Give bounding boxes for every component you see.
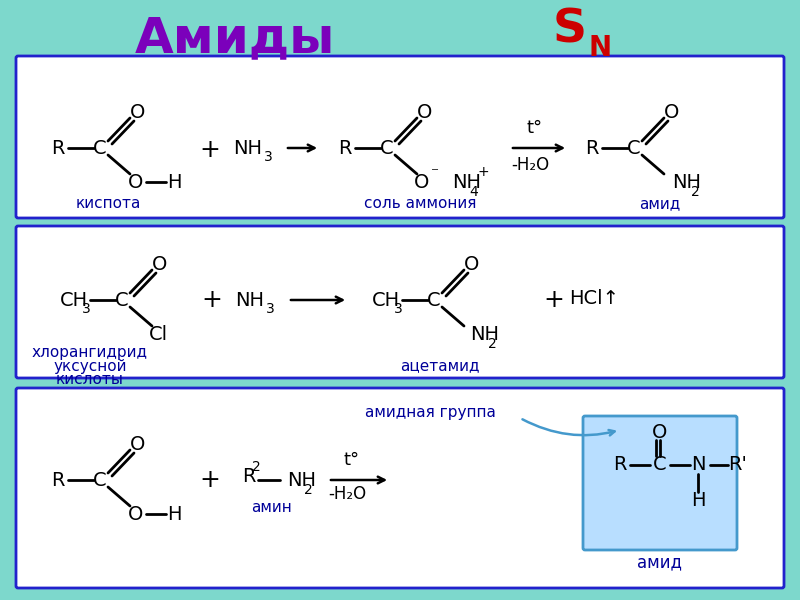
Text: C: C	[93, 139, 107, 157]
Text: соль аммония: соль аммония	[364, 196, 476, 211]
Text: R: R	[338, 139, 352, 157]
Text: NH: NH	[452, 173, 481, 191]
Text: H: H	[166, 173, 182, 191]
Text: R: R	[242, 467, 255, 485]
Text: N: N	[589, 34, 611, 62]
Text: +: +	[199, 468, 221, 492]
Text: ацетамид: ацетамид	[400, 358, 480, 373]
Text: t°: t°	[527, 119, 543, 137]
Text: 3: 3	[264, 150, 272, 164]
FancyBboxPatch shape	[16, 388, 784, 588]
Text: R: R	[586, 139, 598, 157]
Text: 2: 2	[488, 337, 496, 351]
Text: O: O	[128, 505, 144, 523]
Text: +: +	[199, 138, 221, 162]
Text: 3: 3	[266, 302, 274, 316]
Text: NH: NH	[235, 290, 265, 310]
Text: S: S	[553, 7, 587, 52]
Text: 2: 2	[690, 185, 699, 199]
Text: 3: 3	[394, 302, 402, 316]
Text: O: O	[464, 254, 480, 274]
Text: O: O	[652, 422, 668, 442]
Text: R: R	[614, 455, 626, 475]
Text: O: O	[418, 103, 433, 121]
Text: киспота: киспота	[75, 196, 141, 211]
Text: 2: 2	[304, 483, 312, 497]
Text: H: H	[166, 505, 182, 523]
Text: C: C	[380, 139, 394, 157]
Text: C: C	[93, 470, 107, 490]
Text: C: C	[653, 455, 667, 475]
Text: H: H	[690, 491, 706, 511]
Text: C: C	[115, 290, 129, 310]
Text: +: +	[202, 288, 222, 312]
Text: 3: 3	[82, 302, 90, 316]
Text: C: C	[427, 290, 441, 310]
Text: -H₂O: -H₂O	[511, 156, 549, 174]
Text: O: O	[664, 103, 680, 121]
Text: HCl↑: HCl↑	[569, 289, 619, 307]
FancyBboxPatch shape	[583, 416, 737, 550]
FancyBboxPatch shape	[16, 56, 784, 218]
Text: Амиды: Амиды	[135, 14, 335, 62]
Text: O: O	[414, 173, 430, 191]
Text: O: O	[128, 173, 144, 191]
FancyBboxPatch shape	[16, 226, 784, 378]
Text: NH: NH	[234, 139, 262, 157]
Text: R: R	[51, 470, 65, 490]
Text: хлорангидрид: хлорангидрид	[32, 344, 148, 359]
Text: O: O	[130, 434, 146, 454]
Text: O: O	[130, 103, 146, 121]
Text: +: +	[543, 288, 565, 312]
Text: NH: NH	[287, 470, 316, 490]
Text: R': R'	[729, 455, 747, 475]
Text: кислоты: кислоты	[56, 373, 124, 388]
Text: ⁻: ⁻	[431, 166, 439, 181]
Text: амидная группа: амидная группа	[365, 404, 495, 419]
Text: R: R	[51, 139, 65, 157]
Text: CH: CH	[60, 290, 88, 310]
Text: NH: NH	[470, 325, 499, 343]
Text: амин: амин	[252, 500, 292, 515]
Text: амид: амид	[638, 553, 682, 571]
Text: NH: NH	[672, 173, 701, 191]
Text: 4: 4	[470, 185, 478, 199]
Text: C: C	[627, 139, 641, 157]
Text: N: N	[690, 455, 706, 475]
Text: -H₂O: -H₂O	[328, 485, 366, 503]
Text: амид: амид	[639, 196, 681, 211]
Text: уксусной: уксусной	[54, 358, 126, 373]
Text: t°: t°	[344, 451, 360, 469]
Text: 2: 2	[252, 460, 260, 474]
Text: O: O	[152, 254, 168, 274]
Text: CH: CH	[372, 290, 400, 310]
Text: +: +	[477, 165, 489, 179]
Text: Cl: Cl	[149, 325, 167, 343]
